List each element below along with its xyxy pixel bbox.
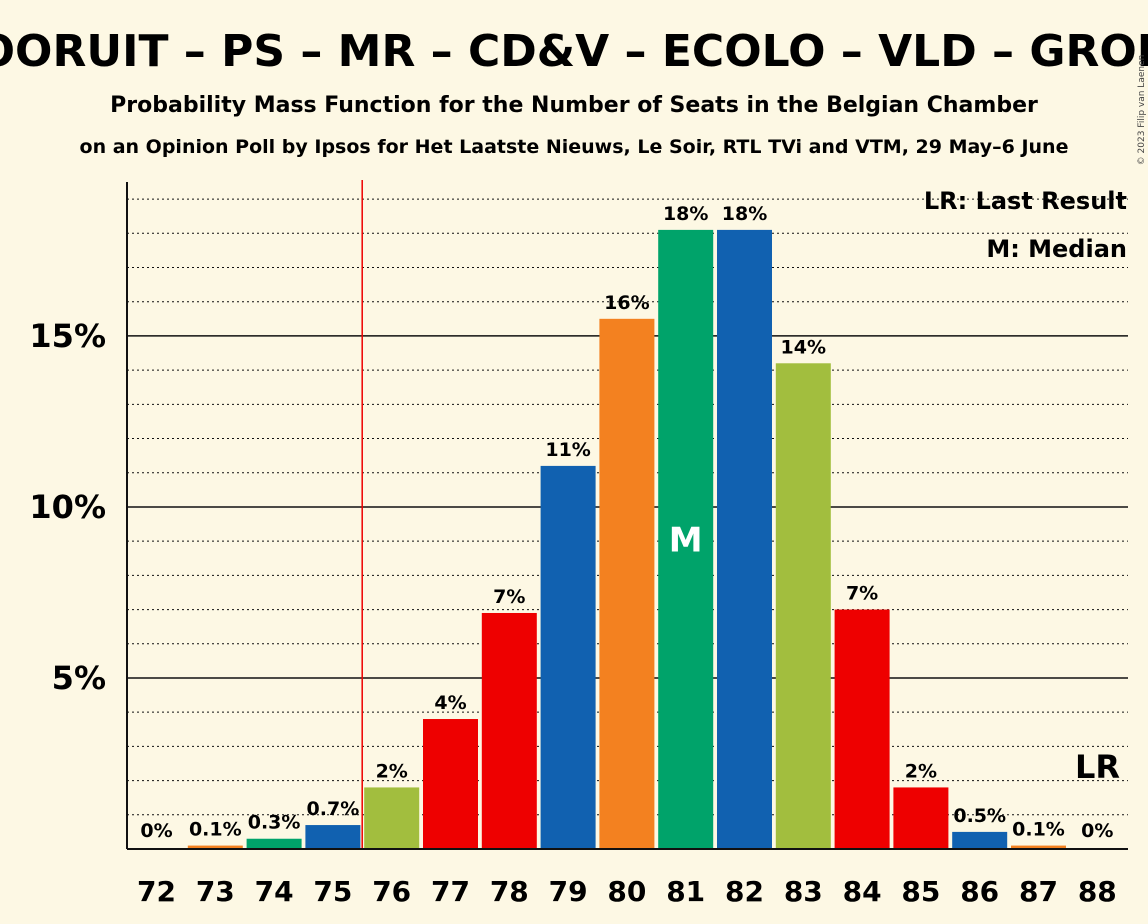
- bar-seat-84: [834, 609, 890, 849]
- data-label: 0.1%: [1012, 819, 1065, 841]
- data-label: 2%: [905, 760, 937, 782]
- bar-seat-78: [481, 612, 537, 849]
- x-tick-label: 78: [490, 875, 529, 908]
- copyright-notice: © 2023 Filip van Laenen: [1137, 55, 1147, 166]
- x-tick-label: 86: [960, 875, 999, 908]
- chart-title: VOORUIT – PS – MR – CD&V – ECOLO – VLD –…: [0, 26, 1148, 77]
- bar-seat-80: [599, 318, 655, 849]
- x-tick-label: 88: [1078, 875, 1117, 908]
- data-label: 18%: [722, 203, 767, 225]
- data-label: 2%: [376, 760, 408, 782]
- data-label: 18%: [663, 203, 708, 225]
- bar-seat-81: [658, 229, 714, 849]
- bar-seat-73: [187, 845, 243, 849]
- data-label: 4%: [434, 692, 466, 714]
- x-tick-label: 72: [137, 875, 176, 908]
- data-label: 7%: [493, 586, 525, 608]
- last-result-marker: LR: [1075, 748, 1120, 786]
- x-tick-label: 87: [1019, 875, 1058, 908]
- data-label: 0.1%: [189, 819, 242, 841]
- y-tick-label: 5%: [52, 659, 106, 697]
- x-tick-label: 77: [431, 875, 470, 908]
- bar-seat-87: [1011, 845, 1066, 849]
- bar-seat-85: [893, 787, 949, 849]
- data-label: 14%: [781, 336, 826, 358]
- bar-seat-76: [364, 787, 420, 849]
- x-tick-label: 82: [725, 875, 764, 908]
- data-label: 0%: [1081, 820, 1113, 842]
- data-label: 11%: [545, 439, 590, 461]
- x-tick-label: 76: [372, 875, 411, 908]
- y-tick-labels: 5% 10% 15%: [29, 317, 106, 697]
- data-labels: 0% 0.1% 0.3% 0.7% 2% 4% 7% 11% 16% 18% 18% 14% 7% 2% 0…: [140, 203, 1113, 842]
- bar-seat-75: [305, 825, 361, 849]
- bar-seat-83: [775, 363, 831, 849]
- x-tick-label: 80: [607, 875, 646, 908]
- x-tick-labels: 72 73 74 75 76 77 78 79 80 81 82 83 84 85 86 87 88: [137, 875, 1117, 908]
- chart-source: on an Opinion Poll by Ipsos for Het Laat…: [80, 136, 1069, 158]
- legend-median: M: Median: [986, 235, 1127, 263]
- data-label: 7%: [846, 583, 878, 605]
- x-tick-label: 75: [313, 875, 352, 908]
- x-tick-label: 79: [549, 875, 588, 908]
- data-label: 0.3%: [248, 812, 301, 834]
- legend-last-result: LR: Last Result: [924, 187, 1127, 215]
- data-label: 0.7%: [307, 798, 360, 820]
- chart-subtitle: Probability Mass Function for the Number…: [110, 93, 1038, 118]
- x-tick-label: 83: [784, 875, 823, 908]
- data-label: 0%: [140, 820, 172, 842]
- bars: [187, 229, 1066, 849]
- bar-seat-86: [952, 831, 1008, 849]
- axes: [126, 182, 1128, 850]
- data-label: 16%: [604, 292, 649, 314]
- data-label: 0.5%: [953, 805, 1006, 827]
- bar-seat-79: [540, 465, 596, 849]
- x-tick-label: 85: [901, 875, 940, 908]
- bar-seat-82: [717, 229, 772, 849]
- median-marker: M: [669, 520, 703, 560]
- y-tick-label: 15%: [29, 317, 106, 355]
- x-tick-label: 74: [255, 875, 294, 908]
- x-tick-label: 84: [843, 875, 882, 908]
- x-tick-label: 73: [196, 875, 235, 908]
- bar-seat-74: [246, 838, 302, 849]
- y-tick-label: 10%: [29, 488, 106, 526]
- x-tick-label: 81: [666, 875, 705, 908]
- bar-seat-77: [423, 719, 478, 849]
